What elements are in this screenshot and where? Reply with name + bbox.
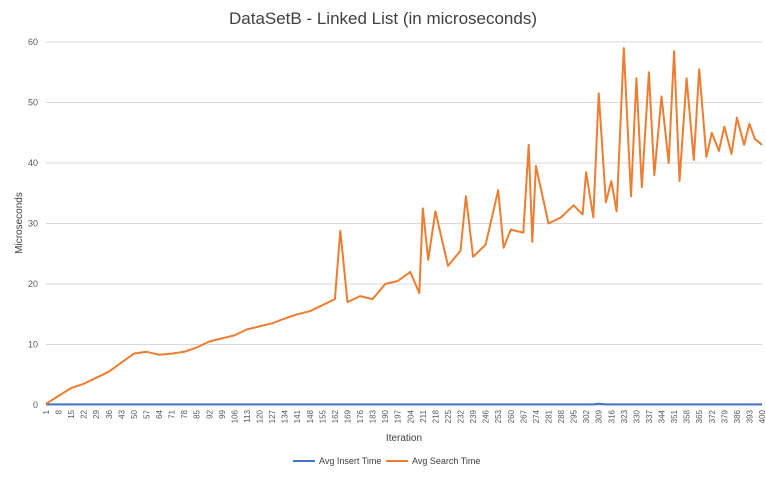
x-tick-label: 43 — [117, 409, 126, 418]
x-tick-label: 232 — [457, 409, 466, 423]
x-tick-label: 71 — [168, 409, 177, 418]
x-tick-label: 344 — [658, 409, 667, 423]
x-tick-label: 218 — [431, 409, 440, 423]
x-tick-label: 197 — [394, 409, 403, 423]
x-tick-label: 141 — [293, 409, 302, 423]
x-tick-label: 337 — [645, 409, 654, 423]
x-tick-label: 246 — [482, 409, 491, 423]
x-tick-label: 316 — [607, 409, 616, 423]
x-tick-label: 309 — [595, 409, 604, 423]
x-tick-label: 85 — [193, 409, 202, 418]
x-tick-label: 302 — [582, 409, 591, 423]
y-tick-label: 20 — [28, 279, 38, 289]
x-tick-label: 400 — [758, 409, 766, 423]
x-tick-label: 288 — [557, 409, 566, 423]
legend: Avg Insert Time Avg Search Time — [293, 456, 480, 466]
x-tick-label: 281 — [544, 409, 553, 423]
x-tick-label: 211 — [419, 409, 428, 422]
x-axis-title: Iteration — [386, 433, 422, 444]
x-tick-label: 176 — [356, 409, 365, 423]
x-tick-label: 358 — [683, 409, 692, 423]
y-tick-label: 0 — [33, 400, 38, 410]
x-tick-label: 162 — [331, 409, 340, 423]
x-tick-label: 365 — [695, 409, 704, 423]
x-tick-label: 1 — [42, 409, 51, 414]
y-axis-title: Microseconds — [14, 192, 25, 254]
x-tick-label: 267 — [519, 409, 528, 423]
x-tick-label: 15 — [67, 409, 76, 418]
x-tick-label: 330 — [632, 409, 641, 423]
x-tick-label: 351 — [670, 409, 679, 423]
x-tick-label: 372 — [708, 409, 717, 423]
x-tick-label: 92 — [205, 409, 214, 418]
y-tick-label: 30 — [28, 219, 38, 229]
x-tick-label: 29 — [92, 409, 101, 418]
x-tick-label: 8 — [55, 409, 64, 414]
x-tick-label: 239 — [469, 409, 478, 423]
x-tick-label: 22 — [80, 409, 89, 418]
chart-title: DataSetB - Linked List (in microseconds) — [229, 9, 537, 28]
y-tick-label: 10 — [28, 340, 38, 350]
x-tick-label: 155 — [318, 409, 327, 423]
y-tick-label: 50 — [28, 98, 38, 108]
legend-label: Avg Search Time — [412, 456, 480, 466]
x-tick-label: 169 — [343, 409, 352, 423]
y-tick-label: 60 — [28, 37, 38, 47]
x-tick-label: 183 — [369, 409, 378, 423]
series-lines — [45, 47, 763, 406]
x-tick-label: 106 — [230, 409, 239, 423]
x-tick-label: 225 — [444, 409, 453, 423]
x-tick-label: 323 — [620, 409, 629, 423]
x-tick-label: 113 — [243, 409, 252, 422]
legend-label: Avg Insert Time — [319, 456, 381, 466]
x-tick-label: 190 — [381, 409, 390, 423]
x-tick-label: 99 — [218, 409, 227, 418]
x-tick-label: 253 — [494, 409, 503, 423]
x-tick-label: 393 — [745, 409, 754, 423]
x-tick-label: 260 — [507, 409, 516, 423]
x-tick-label: 274 — [532, 409, 541, 423]
x-tick-label: 36 — [105, 409, 114, 418]
x-tick-label: 134 — [281, 409, 290, 423]
gridlines — [46, 41, 762, 345]
x-tick-label: 64 — [155, 409, 164, 418]
series-line-insert-time — [46, 402, 762, 406]
x-axis-tick-labels: 1 8 15 22 29 36 43 50 57 64 71 78 85 92 99 106 113 120 127… — [42, 409, 766, 423]
x-tick-label: 386 — [733, 409, 742, 423]
x-tick-label: 50 — [130, 409, 139, 418]
x-tick-label: 295 — [570, 409, 579, 423]
x-tick-label: 127 — [268, 409, 277, 423]
x-tick-label: 204 — [406, 409, 415, 423]
x-tick-label: 57 — [142, 409, 151, 418]
y-tick-label: 40 — [28, 158, 38, 168]
x-tick-label: 78 — [180, 409, 189, 418]
series-line-search-time — [45, 47, 763, 405]
x-tick-label: 148 — [306, 409, 315, 423]
x-tick-label: 120 — [256, 409, 265, 423]
x-tick-label: 379 — [720, 409, 729, 423]
y-axis-tick-labels: 0 10 20 30 40 50 60 — [28, 37, 38, 410]
